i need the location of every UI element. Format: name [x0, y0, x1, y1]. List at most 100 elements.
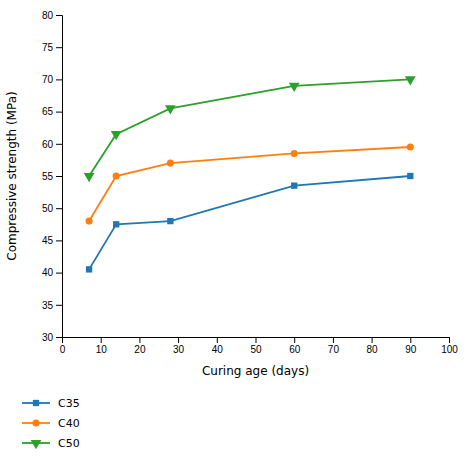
marker [86, 266, 92, 272]
tick-mark [256, 337, 257, 343]
legend-marker [33, 400, 39, 406]
tick: 100 [441, 337, 458, 355]
marker [113, 172, 120, 179]
tick-mark [101, 337, 102, 343]
tick: 35 [42, 300, 62, 311]
tick-label: 100 [441, 344, 458, 355]
tick: 0 [60, 337, 66, 355]
series-line [89, 176, 410, 269]
tick-label: 35 [42, 300, 54, 311]
tick: 70 [42, 74, 62, 85]
tick-mark [56, 337, 62, 338]
tick: 20 [134, 337, 146, 355]
legend-marker [31, 440, 42, 449]
legend-label: C35 [58, 397, 80, 410]
tick-label: 30 [42, 332, 54, 343]
marker [167, 218, 173, 224]
tick-label: 20 [134, 344, 146, 355]
marker [289, 83, 300, 92]
marker [407, 173, 413, 179]
tick-mark [178, 337, 179, 343]
legend: C35 C40 C50 [22, 397, 80, 450]
tick-label: 80 [367, 344, 379, 355]
tick-label: 60 [42, 139, 54, 150]
tick: 30 [173, 337, 185, 355]
tick: 80 [367, 337, 379, 355]
tick: 90 [405, 337, 417, 355]
tick: 30 [42, 332, 62, 343]
tick-label: 55 [42, 171, 54, 182]
marks [84, 76, 416, 272]
tick: 65 [42, 106, 62, 117]
tick-mark [56, 47, 62, 48]
tick-mark [410, 337, 411, 343]
tick-label: 30 [173, 344, 185, 355]
y-axis-title: Compressive strength (MPa) [5, 91, 19, 260]
tick-label: 40 [212, 344, 224, 355]
legend-label: C50 [58, 437, 80, 450]
marker [165, 105, 176, 114]
tick: 10 [96, 337, 108, 355]
x-axis-title: Curing age (days) [202, 364, 309, 378]
tick-label: 45 [42, 235, 54, 246]
tick-mark [56, 273, 62, 274]
tick-label: 65 [42, 106, 54, 117]
marker [113, 221, 119, 227]
marker [86, 218, 93, 225]
series-line [89, 79, 410, 176]
tick-mark [56, 15, 62, 16]
axis-line [56, 16, 63, 338]
tick-label: 60 [289, 344, 301, 355]
tick-label: 40 [42, 267, 54, 278]
tick-mark [56, 176, 62, 177]
axis-line [63, 338, 450, 344]
marker [291, 182, 297, 188]
tick-mark [56, 112, 62, 113]
legend-item: C50 [22, 437, 80, 450]
tick-label: 0 [60, 344, 66, 355]
tick: 40 [42, 267, 62, 278]
marker [167, 160, 174, 167]
tick: 50 [42, 203, 62, 214]
tick-label: 50 [42, 203, 54, 214]
legend-item: C35 [22, 397, 80, 410]
tick-mark [294, 337, 295, 343]
tick: 45 [42, 235, 62, 246]
tick-mark [217, 337, 218, 343]
marker [84, 173, 95, 182]
tick-label: 90 [405, 344, 417, 355]
tick: 60 [289, 337, 301, 355]
chart: 0 10 20 30 40 50 60 70 80 90 100 30 35 40 45 50 55 60 65 70… [0, 0, 474, 462]
tick-mark [333, 337, 334, 343]
legend-marker [32, 419, 39, 426]
tick-mark [139, 337, 140, 343]
tick-mark [56, 144, 62, 145]
tick-label: 10 [96, 344, 108, 355]
tick-mark [56, 79, 62, 80]
tick-label: 75 [42, 42, 54, 53]
tick-mark [56, 240, 62, 241]
plot: 0 10 20 30 40 50 60 70 80 90 100 30 35 40 45 50 55 60 65 70… [42, 10, 458, 355]
y-axis: 30 35 40 45 50 55 60 65 70 75 80 [42, 10, 63, 343]
tick: 50 [250, 337, 262, 355]
marker [407, 143, 414, 150]
series-line [89, 147, 410, 221]
tick-mark [372, 337, 373, 343]
tick: 75 [42, 42, 62, 53]
tick: 55 [42, 171, 62, 182]
marker [291, 150, 298, 157]
tick-mark [56, 305, 62, 306]
marker [405, 76, 416, 85]
marker [111, 131, 122, 140]
tick-mark [449, 337, 450, 343]
legend-item: C40 [22, 417, 80, 430]
tick-label: 70 [42, 74, 54, 85]
tick: 40 [212, 337, 224, 355]
x-axis: 0102030405060708090100 [60, 337, 459, 355]
tick: 80 [42, 10, 62, 21]
tick-mark [56, 208, 62, 209]
tick-label: 50 [250, 344, 262, 355]
tick: 60 [42, 139, 62, 150]
tick-label: 80 [42, 10, 54, 21]
legend-label: C40 [58, 417, 80, 430]
